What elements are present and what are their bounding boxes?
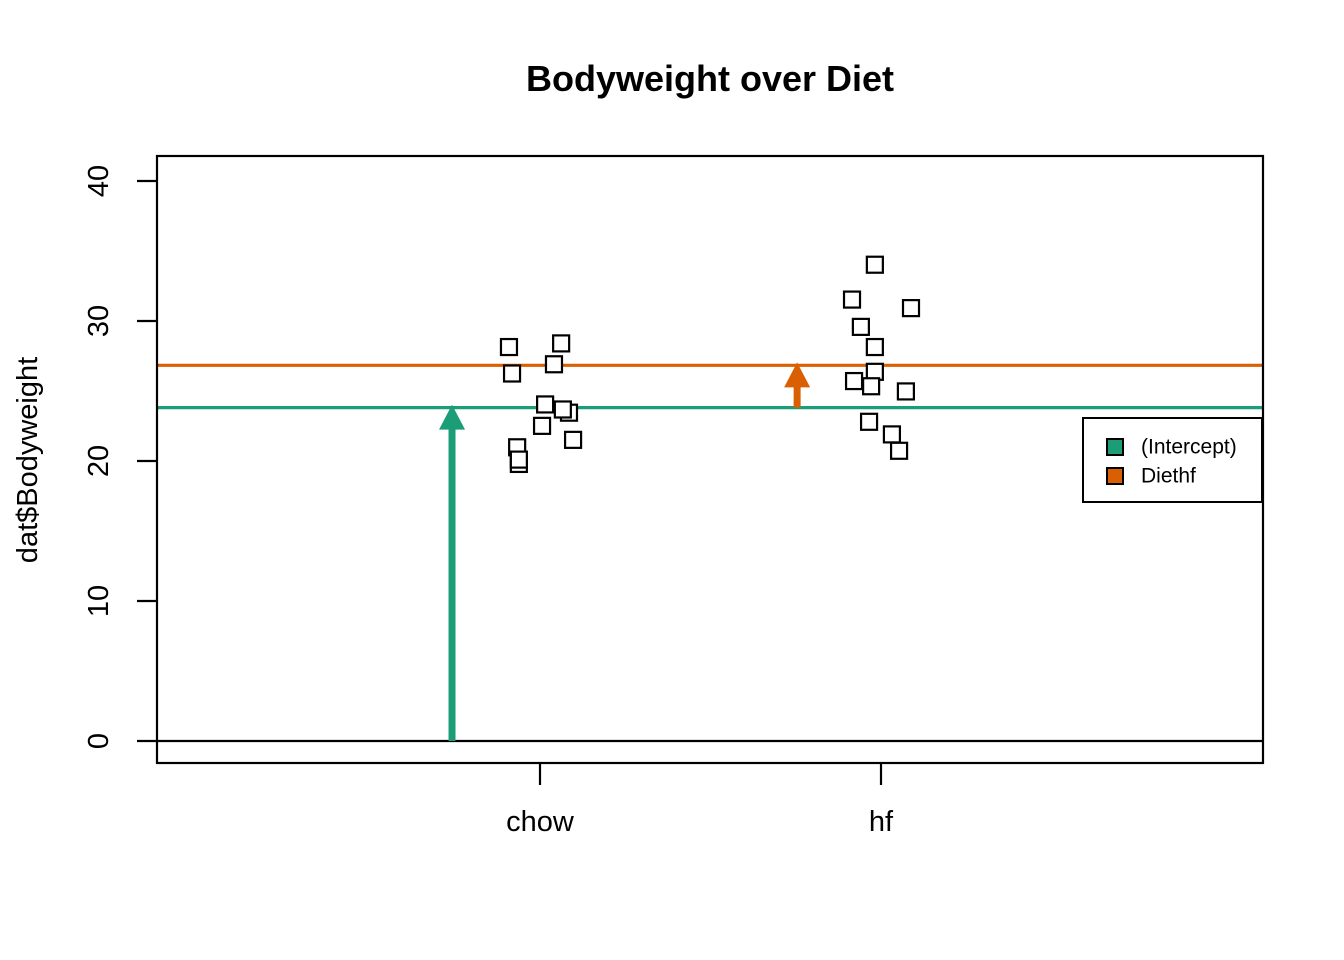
data-point-hf <box>859 412 879 431</box>
data-point-hf <box>901 299 921 318</box>
data-point-hf <box>889 441 909 460</box>
data-point-hf <box>882 425 902 444</box>
data-point-chow <box>553 400 572 419</box>
y-tick-label: 30 <box>83 305 115 337</box>
data-point-chow <box>544 355 564 374</box>
y-tick-label: 20 <box>83 445 115 477</box>
intercept-arrow-head <box>439 404 466 430</box>
legend-label-0: (Intercept) <box>1141 436 1237 459</box>
legend-box <box>1082 417 1263 503</box>
data-point-hf <box>851 317 870 336</box>
y-tick-label: 40 <box>83 165 115 197</box>
data-point-hf <box>842 290 862 309</box>
data-point-hf <box>865 337 884 357</box>
data-point-chow <box>536 395 555 414</box>
data-point-chow <box>563 430 583 449</box>
data-point-chow <box>532 416 552 435</box>
x-category-label-chow: chow <box>506 806 575 838</box>
data-point-chow <box>502 364 522 383</box>
diethf-arrow-head <box>784 362 811 388</box>
data-point-hf <box>896 382 915 401</box>
data-point-chow <box>509 450 528 469</box>
legend-swatch-1 <box>1106 467 1124 485</box>
data-point-hf <box>844 371 864 391</box>
data-point-hf <box>862 377 881 396</box>
data-point-hf <box>865 255 884 274</box>
y-tick-label: 0 <box>83 733 115 749</box>
data-point-chow <box>552 334 571 353</box>
data-point-chow <box>499 337 519 357</box>
y-tick-label: 10 <box>83 585 115 617</box>
legend-label-1: Diethf <box>1141 465 1196 488</box>
chart-title: Bodyweight over Diet <box>525 58 895 99</box>
legend-swatch-0 <box>1106 438 1124 456</box>
x-category-label-hf: hf <box>869 806 894 838</box>
